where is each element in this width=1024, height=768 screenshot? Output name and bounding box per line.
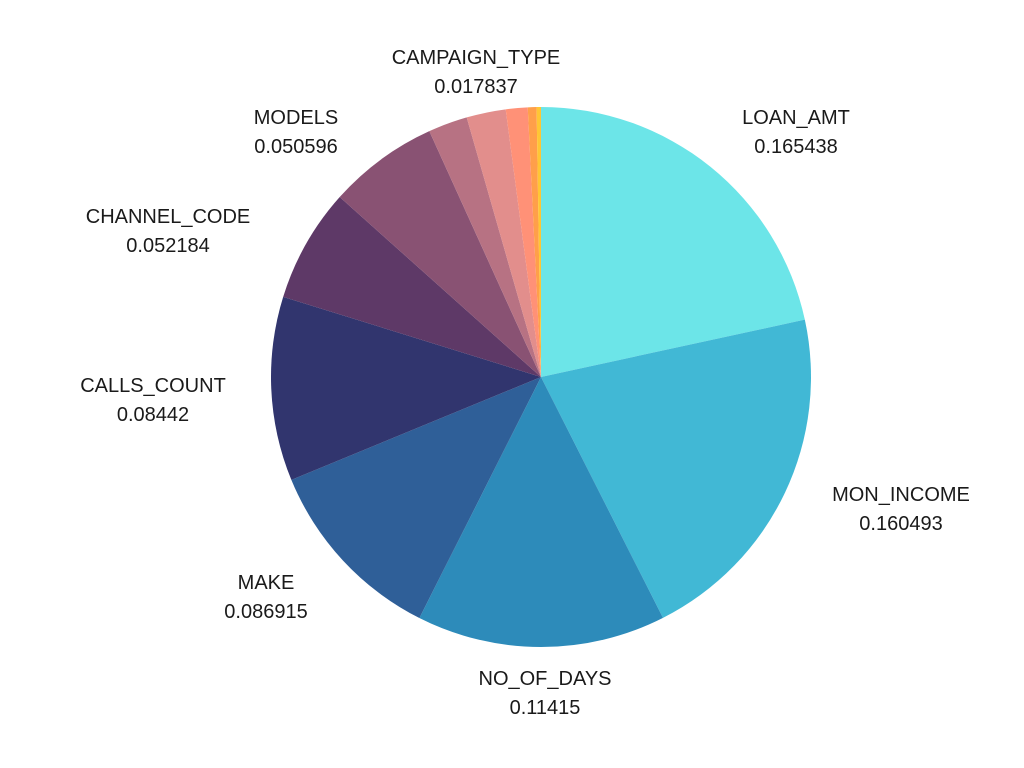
pie-slice-no-of-days <box>419 377 663 647</box>
pie-slices <box>270 107 811 647</box>
pie-slice-minor-10 <box>527 107 541 377</box>
slice-label-value: 0.08442 <box>117 404 189 426</box>
pie-callout-label: CAMPAIGN_TYPE 0.017837 <box>392 47 561 98</box>
pie-slice-minor-7 <box>429 117 541 378</box>
pie-slice-channel-code <box>283 197 541 377</box>
pie-slice-minor-11 <box>536 107 541 377</box>
slice-label-name: MAKE <box>238 572 295 594</box>
pie-slice-models <box>339 131 541 377</box>
pie-slice-make <box>291 377 541 619</box>
slice-label-value: 0.165438 <box>754 136 837 158</box>
slice-label-value: 0.086915 <box>224 601 307 623</box>
callout-label-name: CAMPAIGN_TYPE <box>392 47 561 69</box>
slice-label-name: MODELS <box>254 107 338 129</box>
callout-label-value: 0.017837 <box>434 76 517 98</box>
slice-label-value: 0.11415 <box>510 697 581 719</box>
slice-label-name: NO_OF_DAYS <box>479 668 612 690</box>
slice-label-value: 0.050596 <box>254 136 337 158</box>
slice-label-name: CHANNEL_CODE <box>86 206 250 228</box>
pie-slice-loan-amt <box>541 107 805 377</box>
slice-label-name: MON_INCOME <box>832 484 970 506</box>
pie-slice-minor-9 <box>505 107 541 377</box>
pie-slice-mon-income <box>541 319 811 618</box>
slice-label-value: 0.160493 <box>859 513 942 535</box>
pie-labels: LOAN_AMT 0.165438 MON_INCOME 0.160493 NO_OF_… <box>80 107 970 719</box>
pie-slice-calls-count <box>270 296 541 480</box>
slice-label-name: LOAN_AMT <box>742 107 850 129</box>
slice-label-value: 0.052184 <box>126 235 209 257</box>
slice-label-name: CALLS_COUNT <box>80 375 226 397</box>
pie-slice-minor-8 <box>466 109 541 377</box>
